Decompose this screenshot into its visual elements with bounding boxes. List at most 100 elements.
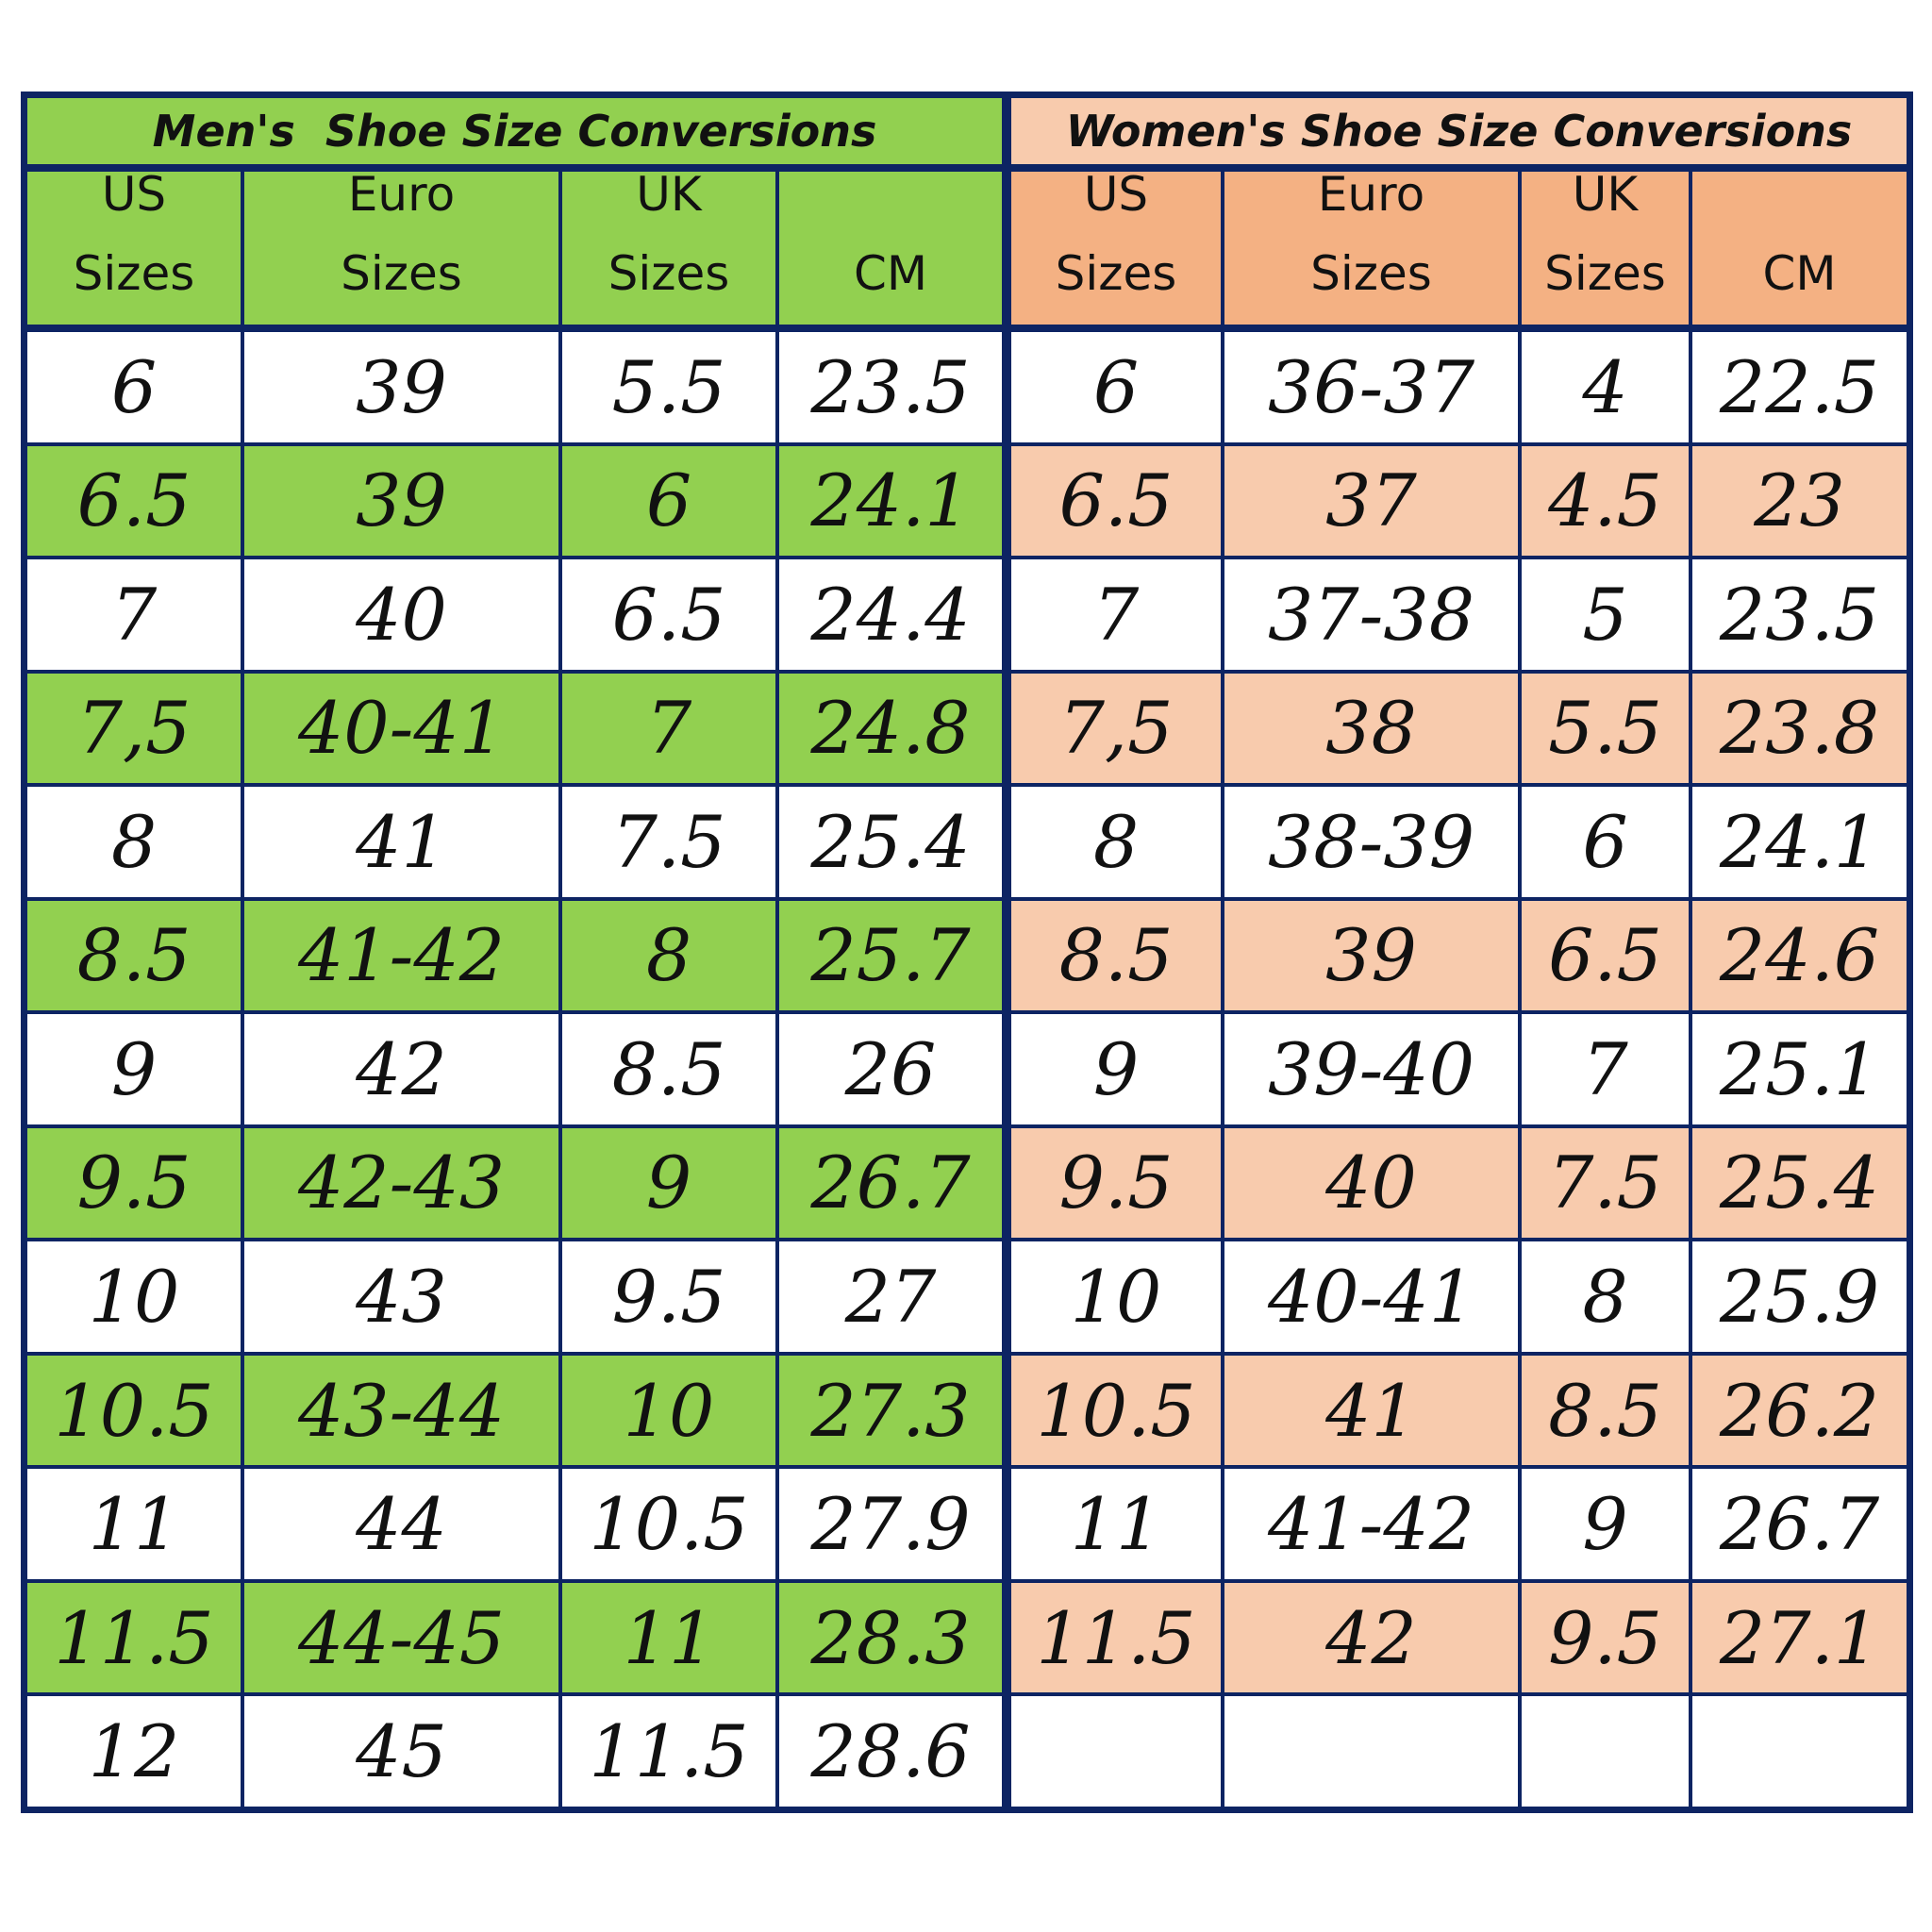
table-cell: 26.7 <box>1692 1469 1907 1579</box>
table-row: 11 44 10.5 27.9 <box>27 1469 1002 1579</box>
womens-header-cm: CM <box>1692 172 1907 325</box>
table-cell: 8.5 <box>562 1014 775 1124</box>
header-line2: Sizes <box>608 246 730 301</box>
table-cell: 9.5 <box>27 1127 241 1239</box>
womens-title: Women's Shoe Size Conversions <box>1011 98 1907 164</box>
table-cell: 7 <box>562 673 775 784</box>
table-cell: 43-44 <box>244 1355 558 1466</box>
table-cell: 11 <box>1011 1469 1221 1579</box>
table-cell: 8 <box>1011 787 1221 897</box>
table-cell: 8 <box>27 787 241 897</box>
table-cell: 41-42 <box>1224 1469 1518 1579</box>
womens-header-euro: Euro Sizes <box>1224 167 1518 325</box>
table-cell: 23 <box>1692 445 1907 557</box>
table-cell: 6.5 <box>1522 900 1689 1011</box>
table-cell: 7,5 <box>27 673 241 784</box>
mens-header-euro: Euro Sizes <box>244 167 558 325</box>
shoe-size-chart: Men's Shoe Size Conversions US Sizes Eur… <box>21 92 1913 1813</box>
table-cell <box>1224 1696 1518 1807</box>
table-cell: 26.7 <box>779 1127 1002 1239</box>
table-cell: 9 <box>27 1014 241 1124</box>
table-cell: 12 <box>27 1696 241 1807</box>
table-cell: 28.3 <box>779 1582 1002 1693</box>
womens-panel: Women's Shoe Size Conversions US Sizes E… <box>1011 98 1907 1807</box>
table-cell <box>1011 1696 1221 1807</box>
table-cell: 41 <box>244 787 558 897</box>
table-cell: 38 <box>1224 673 1518 784</box>
table-cell: 6 <box>27 332 241 442</box>
header-line2: Sizes <box>1055 246 1177 301</box>
table-cell: 23.5 <box>779 332 1002 442</box>
table-cell: 43 <box>244 1241 558 1352</box>
table-cell: 36-37 <box>1224 332 1518 442</box>
table-cell: 28.6 <box>779 1696 1002 1807</box>
table-row: 8 41 7.5 25.4 <box>27 787 1002 897</box>
table-row: 9.5 42-43 9 26.7 <box>27 1127 1002 1239</box>
header-line2: Sizes <box>341 246 462 301</box>
table-cell: 41 <box>1224 1355 1518 1466</box>
table-row: 7 37-38 5 23.5 <box>1011 559 1907 670</box>
table-cell: 42 <box>1224 1582 1518 1693</box>
table-cell: 27.1 <box>1692 1582 1907 1693</box>
table-cell: 41-42 <box>244 900 558 1011</box>
table-cell: 6 <box>562 445 775 557</box>
table-cell: 8.5 <box>27 900 241 1011</box>
table-cell: 10 <box>1011 1241 1221 1352</box>
table-row: 8.5 41-42 8 25.7 <box>27 900 1002 1011</box>
table-cell: 9.5 <box>562 1241 775 1352</box>
mens-title: Men's Shoe Size Conversions <box>27 98 1002 164</box>
table-cell: 6.5 <box>562 559 775 670</box>
table-cell: 11.5 <box>562 1696 775 1807</box>
womens-header-uk: UK Sizes <box>1522 167 1689 325</box>
table-cell: 42-43 <box>244 1127 558 1239</box>
table-cell: 40-41 <box>1224 1241 1518 1352</box>
table-cell: 11 <box>562 1582 775 1693</box>
table-row: 12 45 11.5 28.6 <box>27 1696 1002 1807</box>
table-cell: 27.3 <box>779 1355 1002 1466</box>
table-cell: 24.1 <box>779 445 1002 557</box>
table-cell: 39 <box>1224 900 1518 1011</box>
table-cell: 9 <box>1011 1014 1221 1124</box>
table-cell: 44-45 <box>244 1582 558 1693</box>
table-row: 9 42 8.5 26 <box>27 1014 1002 1124</box>
table-cell: 11.5 <box>27 1582 241 1693</box>
table-cell: 23.8 <box>1692 673 1907 784</box>
table-row: 11 41-42 9 26.7 <box>1011 1469 1907 1579</box>
table-cell: 5.5 <box>1522 673 1689 784</box>
table-cell: 25.4 <box>1692 1127 1907 1239</box>
table-cell: 9.5 <box>1011 1127 1221 1239</box>
table-cell: 39 <box>244 332 558 442</box>
mens-header-us: US Sizes <box>27 167 241 325</box>
mens-rows: 6 39 5.5 23.5 6.5 39 6 24.1 7 40 6.5 24.4 7,5 40-41 7 2… <box>27 332 1002 1807</box>
table-cell: 38-39 <box>1224 787 1518 897</box>
header-line1: US <box>1083 167 1149 222</box>
table-cell: 24.8 <box>779 673 1002 784</box>
womens-header-row: US Sizes Euro Sizes UK Sizes CM <box>1011 167 1907 325</box>
table-cell: 6.5 <box>27 445 241 557</box>
table-cell: 40-41 <box>244 673 558 784</box>
table-row: 8.5 39 6.5 24.6 <box>1011 900 1907 1011</box>
table-cell: 4 <box>1522 332 1689 442</box>
table-row: 10.5 41 8.5 26.2 <box>1011 1355 1907 1466</box>
table-row: 7,5 40-41 7 24.8 <box>27 673 1002 784</box>
mens-header-cm: CM <box>779 172 1002 325</box>
mens-header-uk: UK Sizes <box>562 167 775 325</box>
header-line1: US <box>101 167 167 222</box>
table-cell: 25.7 <box>779 900 1002 1011</box>
table-cell <box>1522 1696 1689 1807</box>
mens-panel: Men's Shoe Size Conversions US Sizes Eur… <box>27 98 1002 1807</box>
table-cell: 40 <box>1224 1127 1518 1239</box>
womens-rows: 6 36-37 4 22.5 6.5 37 4.5 23 7 37-38 5 23.5 7,5 38 5.5… <box>1011 332 1907 1807</box>
header-line1: UK <box>636 167 702 222</box>
table-cell: 27.9 <box>779 1469 1002 1579</box>
table-cell: 26.2 <box>1692 1355 1907 1466</box>
table-cell: 39-40 <box>1224 1014 1518 1124</box>
table-cell: 10.5 <box>562 1469 775 1579</box>
table-row: 9 39-40 7 25.1 <box>1011 1014 1907 1124</box>
table-cell: 25.9 <box>1692 1241 1907 1352</box>
table-row: 11.5 44-45 11 28.3 <box>27 1582 1002 1693</box>
table-row: 10 43 9.5 27 <box>27 1241 1002 1352</box>
table-cell: 39 <box>244 445 558 557</box>
table-row: 6 36-37 4 22.5 <box>1011 332 1907 442</box>
table-cell: 6 <box>1522 787 1689 897</box>
